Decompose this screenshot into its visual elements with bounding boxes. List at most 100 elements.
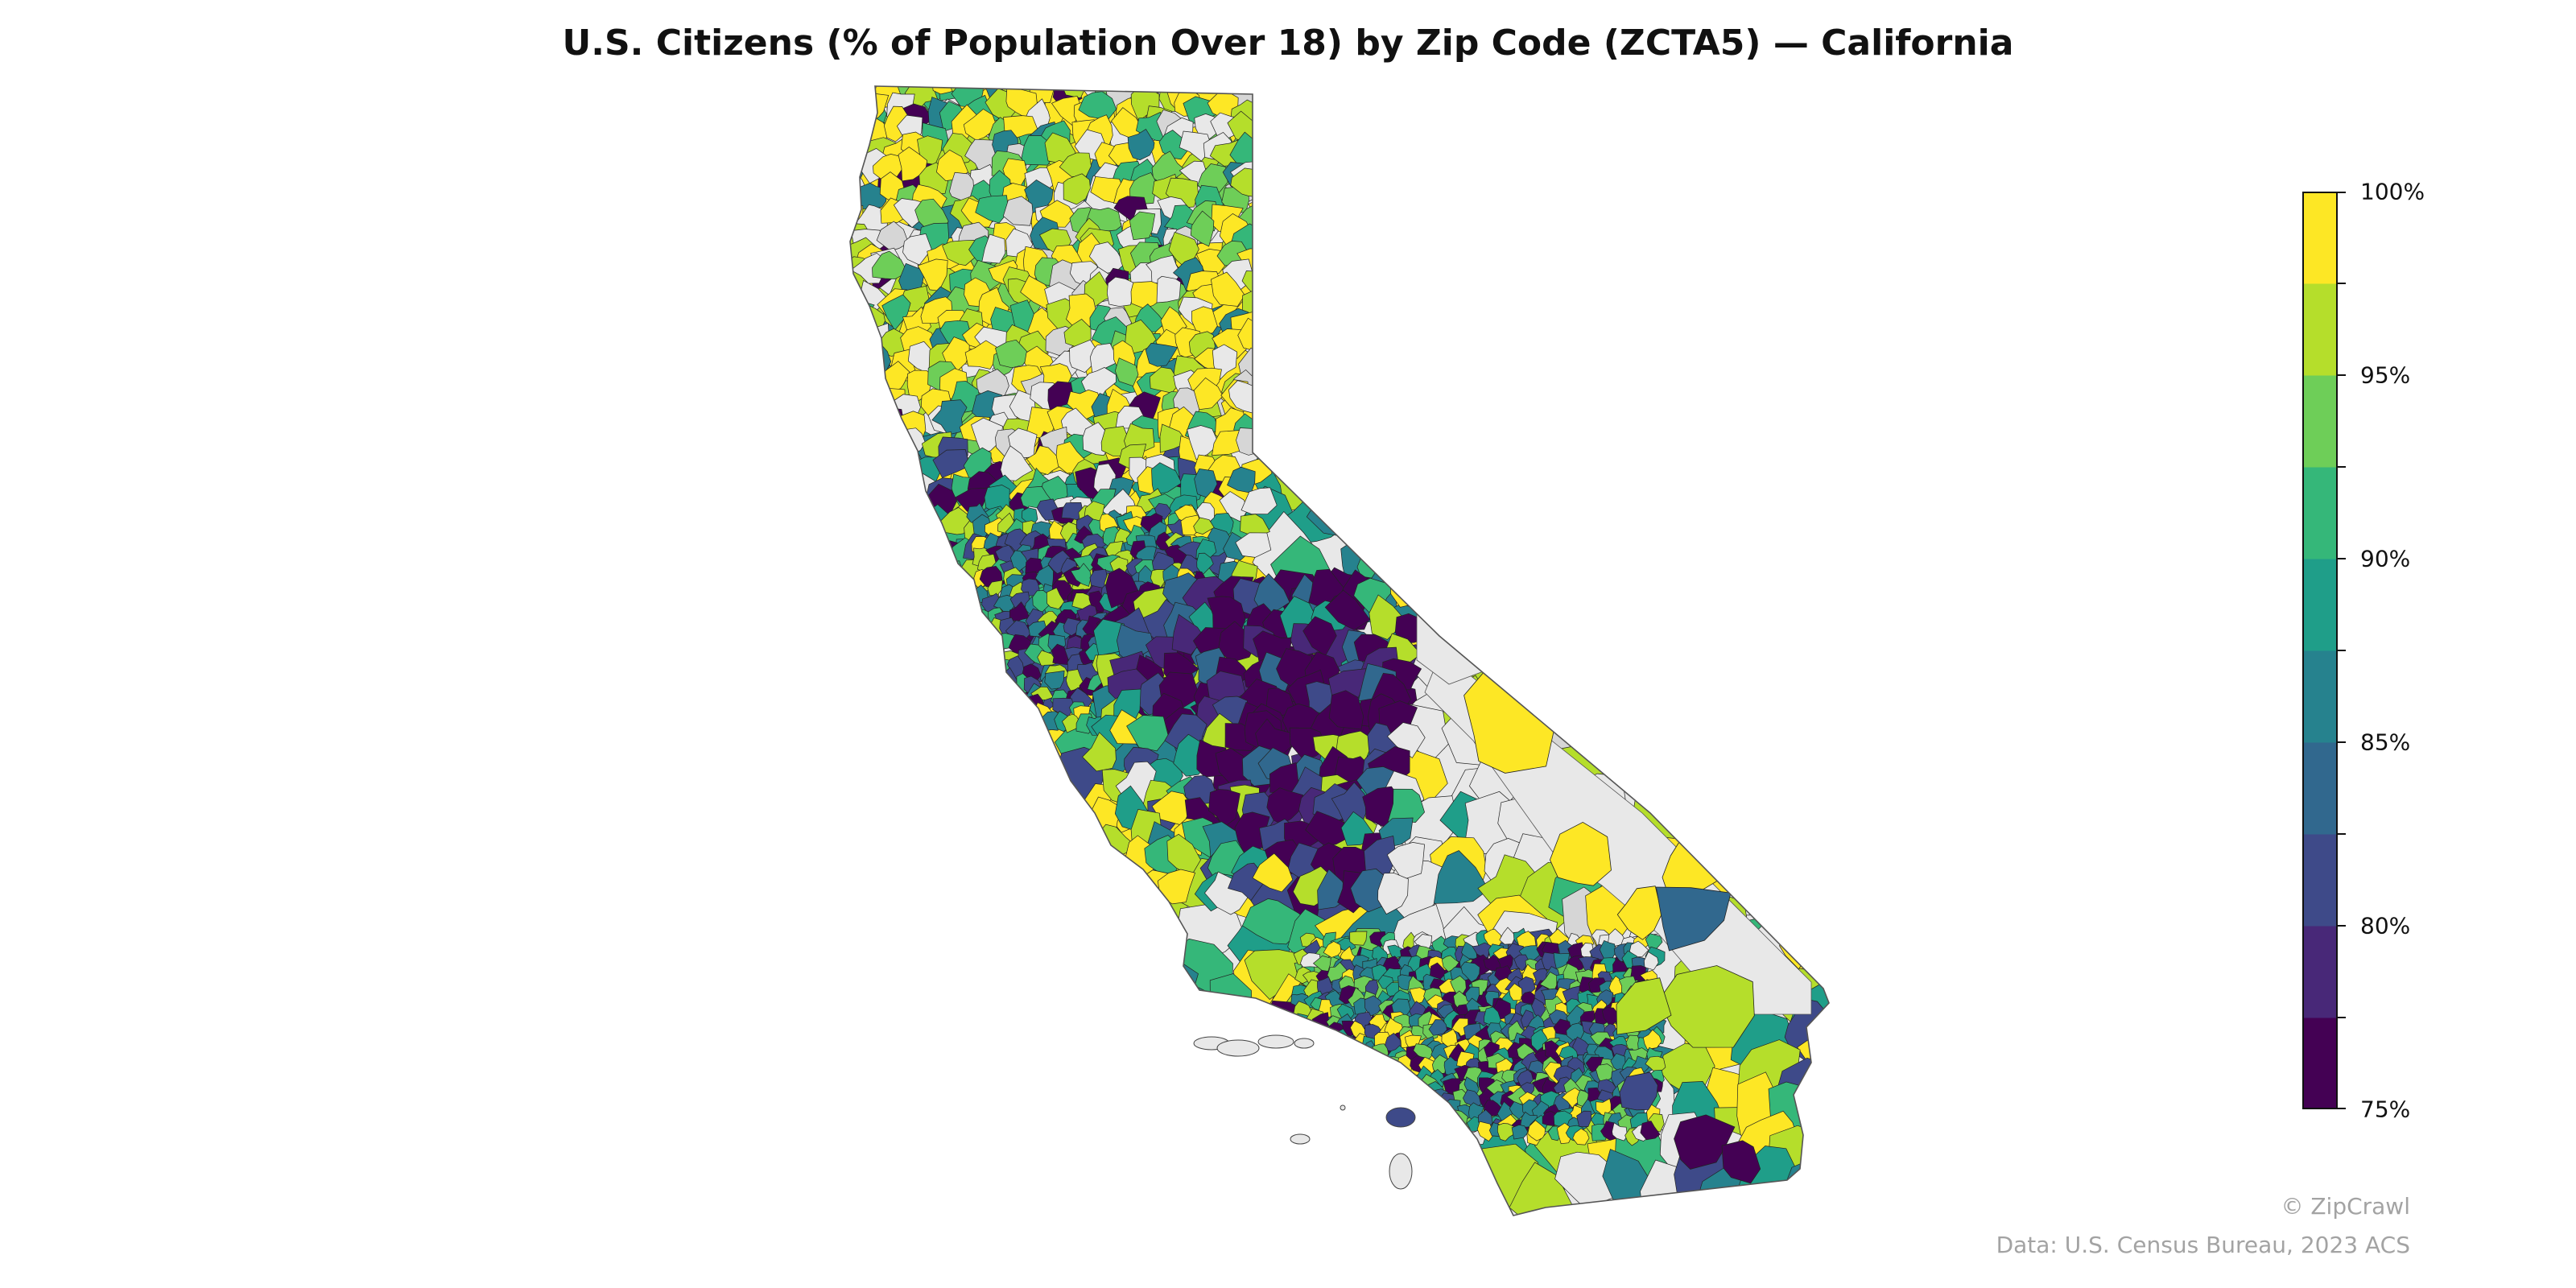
zip-polygon — [1714, 156, 1777, 217]
zip-polygon — [1444, 1126, 1464, 1146]
zip-polygon — [879, 1113, 952, 1169]
zip-polygon — [1798, 86, 1829, 106]
zip-polygon — [1418, 1098, 1435, 1121]
zip-polygon — [989, 700, 1009, 720]
zip-polygon — [977, 860, 1031, 913]
zip-polygon — [983, 956, 1049, 1009]
zip-polygon — [1694, 540, 1753, 599]
zip-polygon — [850, 803, 871, 869]
zip-polygon — [997, 691, 1018, 708]
zip-polygon — [1386, 411, 1457, 482]
zip-polygon — [1289, 151, 1352, 213]
zip-polygon — [1386, 336, 1458, 413]
zip-polygon — [1318, 1125, 1334, 1145]
zip-polygon — [962, 816, 1019, 885]
zip-polygon — [1061, 502, 1084, 521]
zip-polygon — [1320, 1082, 1337, 1100]
zip-polygon — [1686, 772, 1752, 827]
zip-polygon — [1293, 1075, 1308, 1095]
zip-polygon — [850, 915, 879, 978]
zip-polygon — [1063, 617, 1084, 637]
zip-polygon — [1730, 225, 1803, 285]
zip-polygon — [1772, 152, 1824, 222]
zip-polygon — [1187, 425, 1220, 460]
zip-polygon — [902, 233, 932, 266]
zip-polygon — [1307, 1103, 1325, 1125]
zip-polygon — [1407, 86, 1466, 100]
zip-polygon — [1620, 86, 1681, 155]
zip-polygon — [1553, 952, 1571, 969]
zip-polygon — [1387, 722, 1426, 759]
zip-polygon — [860, 445, 898, 484]
zip-polygon — [1655, 886, 1732, 952]
zip-polygon — [1766, 823, 1826, 884]
zip-polygon — [850, 1130, 869, 1195]
zip-polygon — [888, 605, 939, 669]
zip-polygon — [888, 807, 939, 868]
colorbar-segment — [2302, 926, 2338, 1018]
zip-polygon — [995, 773, 1064, 843]
zip-polygon — [1190, 210, 1215, 247]
zip-polygon — [1009, 702, 1035, 725]
zip-polygon — [1285, 227, 1340, 297]
zip-polygon — [1762, 686, 1829, 753]
zip-polygon — [938, 1000, 1002, 1067]
zip-polygon — [1341, 1066, 1360, 1086]
zip-polygon — [1092, 1005, 1166, 1064]
zip-polygon — [930, 598, 989, 662]
zip-polygon — [850, 99, 876, 130]
zip-polygon — [1314, 1177, 1378, 1216]
zip-polygon — [1579, 539, 1625, 597]
zip-polygon — [1364, 1084, 1380, 1099]
zip-polygon — [943, 787, 1005, 854]
zip-polygon — [1309, 1043, 1328, 1063]
zip-polygon — [850, 970, 865, 1020]
zip-polygon — [985, 676, 1007, 697]
zip-polygon — [973, 714, 997, 736]
zip-polygon — [1032, 1148, 1086, 1216]
colorbar-segment — [2302, 742, 2338, 835]
colorbar-segment — [2302, 467, 2338, 559]
zip-polygon — [1315, 1113, 1332, 1129]
zip-polygon — [1005, 1121, 1052, 1179]
zip-polygon — [956, 865, 1029, 931]
zip-polygon — [933, 1113, 995, 1174]
zip-polygon — [1226, 1129, 1274, 1187]
zip-polygon — [972, 648, 992, 667]
zip-polygon — [1043, 1134, 1115, 1196]
zip-polygon — [1372, 86, 1435, 107]
zip-polygon — [1379, 170, 1444, 237]
zip-polygon — [1733, 382, 1799, 444]
zip-polygon — [1490, 397, 1535, 452]
zip-polygon — [1501, 241, 1564, 313]
colorbar-segment — [2302, 283, 2338, 376]
zip-polygon — [1769, 398, 1820, 454]
zip-polygon — [850, 624, 864, 684]
zip-polygon — [1654, 741, 1711, 807]
zip-polygon — [1541, 531, 1602, 600]
zip-polygon — [1558, 627, 1629, 686]
zip-polygon — [1507, 270, 1570, 332]
zip-polygon — [1219, 491, 1249, 522]
zip-polygon — [1600, 487, 1666, 547]
zip-polygon — [1070, 563, 1092, 587]
zip-polygon — [1806, 864, 1829, 918]
zip-polygon — [1327, 1079, 1346, 1099]
zip-polygon — [1480, 601, 1555, 667]
zip-polygon — [1769, 86, 1829, 109]
zip-polygon — [1408, 312, 1474, 369]
zip-polygon — [1545, 385, 1610, 435]
zip-polygon — [1664, 233, 1734, 297]
colorbar-tick-label: 85% — [2360, 729, 2411, 756]
zip-polygon — [1509, 419, 1580, 469]
zip-polygon — [930, 1005, 989, 1074]
zip-polygon — [1431, 1100, 1451, 1118]
zip-polygon — [1438, 86, 1496, 162]
zip-polygon — [1802, 681, 1829, 734]
zip-polygon — [850, 886, 899, 952]
zip-polygon — [975, 631, 997, 652]
zip-polygon — [1639, 383, 1686, 437]
zip-polygon — [1443, 86, 1516, 122]
zip-polygon — [1304, 1071, 1323, 1086]
zip-polygon — [1363, 485, 1421, 540]
